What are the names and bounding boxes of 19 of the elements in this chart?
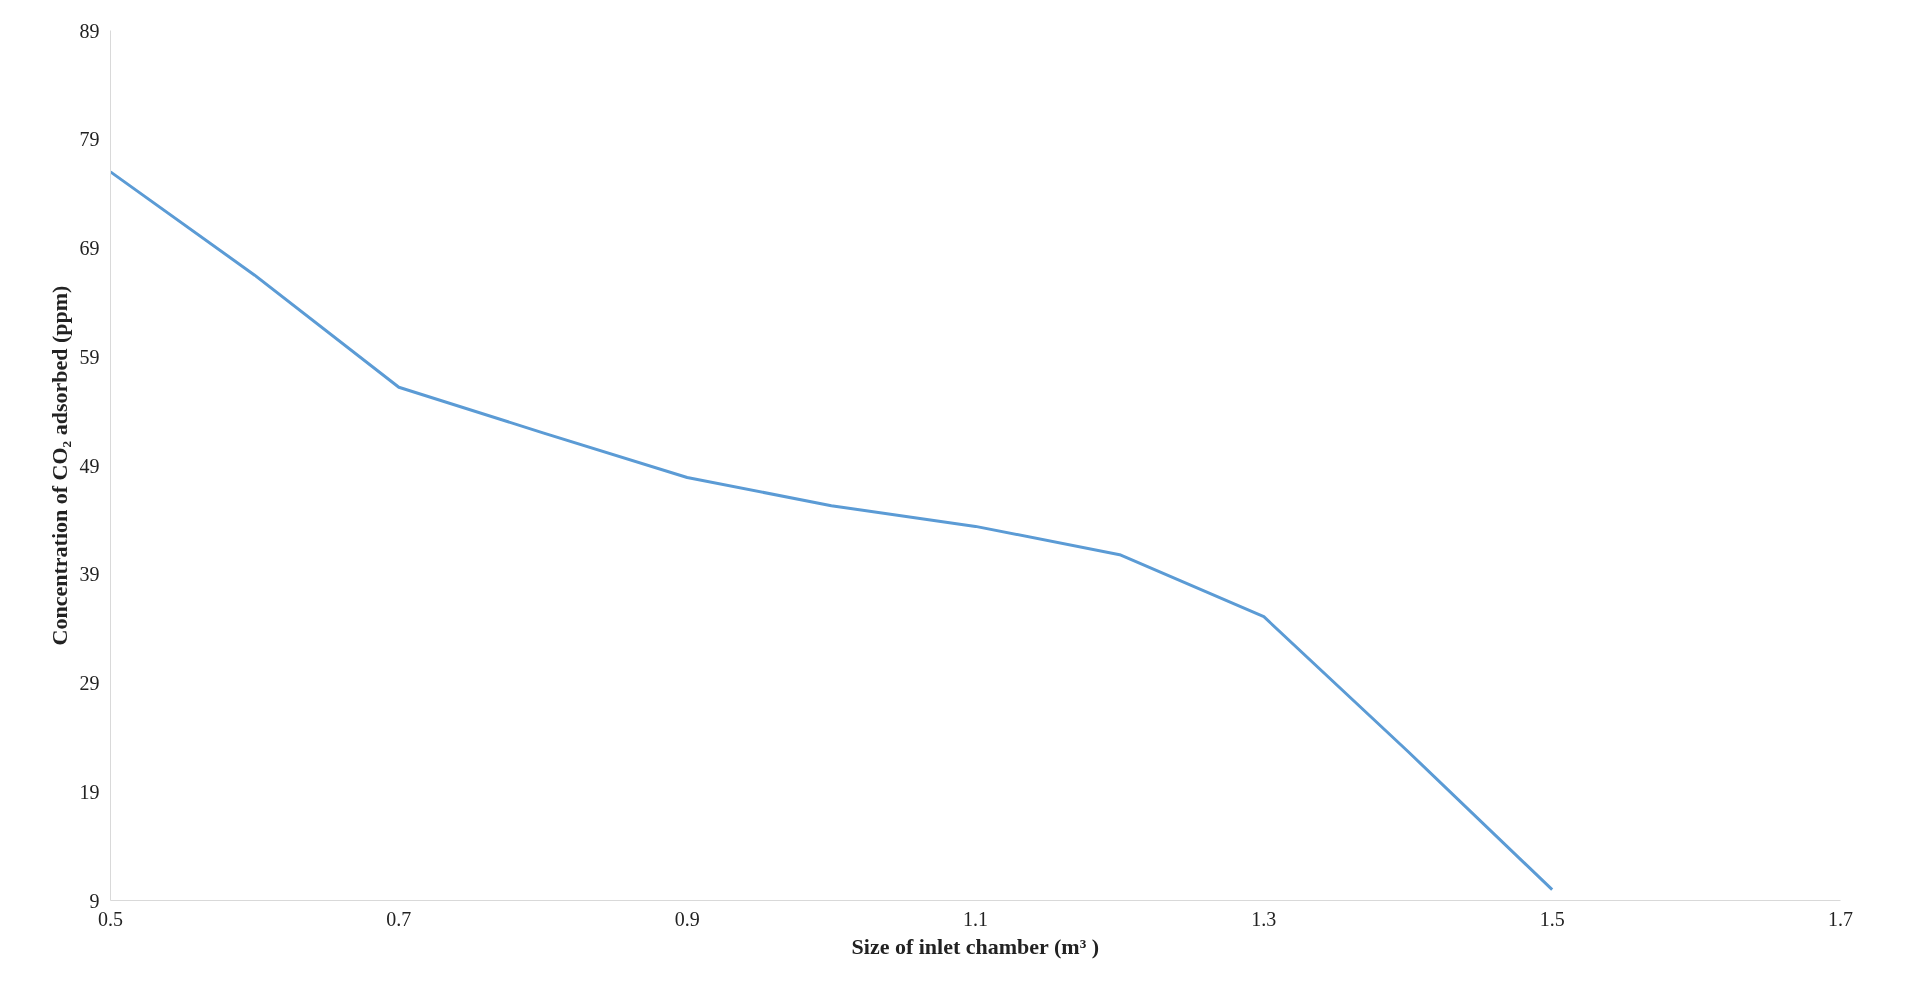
y-tick-label: 49: [79, 454, 100, 477]
x-tick-label: 1.3: [1251, 907, 1277, 930]
x-tick-label: 0.9: [674, 907, 700, 930]
y-tick-label: 79: [79, 128, 100, 151]
y-tick-label: 9: [89, 889, 100, 912]
y-axis-title: Concentration of CO₂ adsorbed (ppm): [46, 285, 72, 646]
x-tick-label: 0.7: [386, 907, 412, 930]
x-tick-label: 1.1: [963, 907, 988, 930]
x-axis-title: Size of inlet chamber (m³ ): [851, 933, 1100, 959]
y-tick-label: 29: [79, 672, 100, 694]
y-tick-label: 69: [79, 237, 100, 259]
y-tick-label: 39: [79, 563, 100, 586]
line-series: [110, 170, 1554, 892]
y-tick-label: 19: [79, 780, 100, 803]
x-tick-label: 0.5: [98, 907, 123, 930]
x-tick-label: 1.7: [1828, 907, 1853, 930]
x-tick-label: 1.5: [1539, 907, 1565, 930]
y-tick-label: 89: [79, 19, 100, 42]
y-tick-label: 59: [79, 345, 100, 368]
